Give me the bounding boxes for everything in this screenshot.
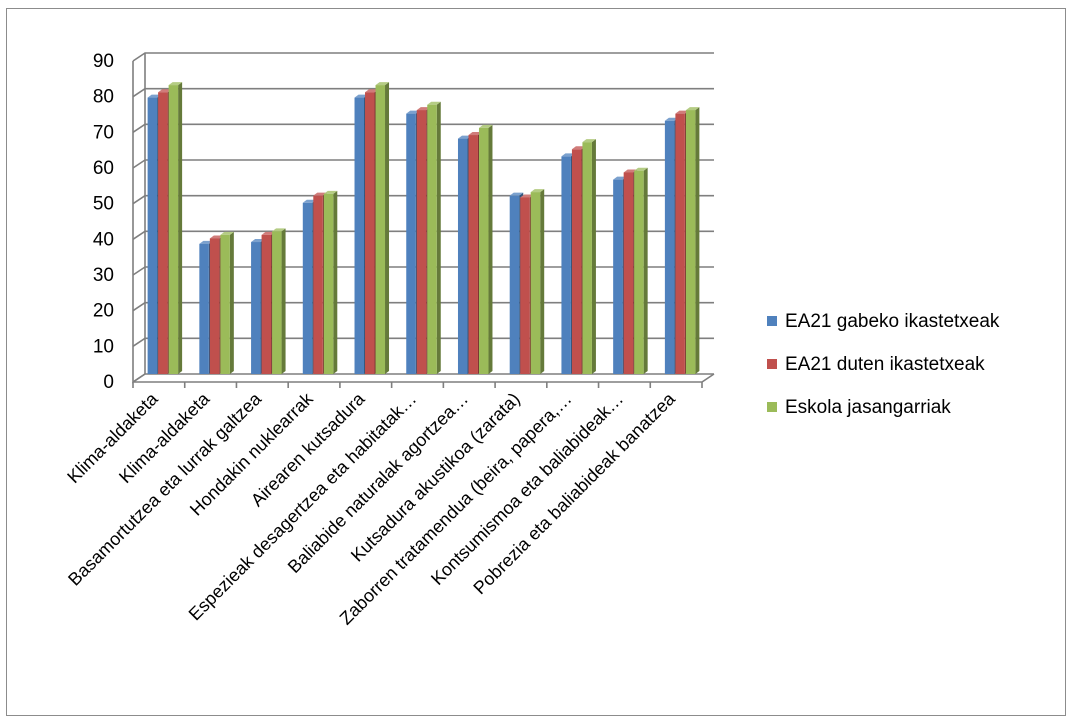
y-tick-label: 50 xyxy=(93,194,114,215)
bar xyxy=(272,228,286,374)
y-tick-label: 90 xyxy=(93,51,114,72)
x-category-labels: Klima-aldaketaKlima-aldaketaBasamortutze… xyxy=(63,388,679,629)
x-axis-floor xyxy=(133,373,715,383)
legend-swatch xyxy=(767,316,777,326)
legend-item: EA21 gabeko ikastetxeak xyxy=(767,311,1000,332)
y-tick-label: 30 xyxy=(93,265,114,286)
legend-item: EA21 duten ikastetxeak xyxy=(767,354,985,375)
axes xyxy=(132,53,715,388)
y-tick-label: 0 xyxy=(103,372,114,393)
bar xyxy=(220,231,234,374)
legend-item: Eskola jasangarriak xyxy=(767,397,951,418)
legend-swatch xyxy=(767,359,777,369)
x-category-label: Klima-aldaketa xyxy=(115,388,214,487)
x-category-label: Klima-aldaketa xyxy=(63,388,162,487)
y-tick-label: 20 xyxy=(93,301,114,322)
legend-label: EA21 gabeko ikastetxeak xyxy=(785,311,1000,332)
bar xyxy=(478,124,493,375)
bar-chart: 0 10 20 30 40 50 60 70 80 90 Klima-aldaketaKlima-… xyxy=(63,51,1000,629)
bar xyxy=(168,82,183,374)
gridline xyxy=(132,373,714,383)
y-tick-label: 60 xyxy=(93,158,114,179)
side-wall xyxy=(132,53,146,384)
y-tick-labels: 0 10 20 30 40 50 60 70 80 90 xyxy=(93,51,114,393)
bar xyxy=(582,139,596,374)
bar xyxy=(685,107,700,375)
bars xyxy=(147,82,700,375)
bar xyxy=(634,167,648,374)
y-tick-label: 80 xyxy=(93,87,114,108)
bar xyxy=(323,190,338,374)
bar xyxy=(375,82,390,374)
legend-label: EA21 duten ikastetxeak xyxy=(785,354,985,375)
gridline xyxy=(132,52,714,62)
bar xyxy=(530,189,545,374)
bar xyxy=(427,101,441,374)
gridline xyxy=(132,87,714,98)
y-tick-label: 70 xyxy=(93,122,114,143)
chart-frame: 0 10 20 30 40 50 60 70 80 90 Klima-aldaketa Klima-… xyxy=(6,8,1066,716)
y-tick-label: 40 xyxy=(93,229,114,250)
legend-label: Eskola jasangarriak xyxy=(785,397,951,418)
y-tick-label: 10 xyxy=(93,336,114,357)
legend: EA21 gabeko ikastetxeak EA21 duten ikaste… xyxy=(767,311,1000,418)
x-category-label: Kontsumismoa eta baliabideak… xyxy=(427,389,627,589)
legend-swatch xyxy=(767,402,777,412)
